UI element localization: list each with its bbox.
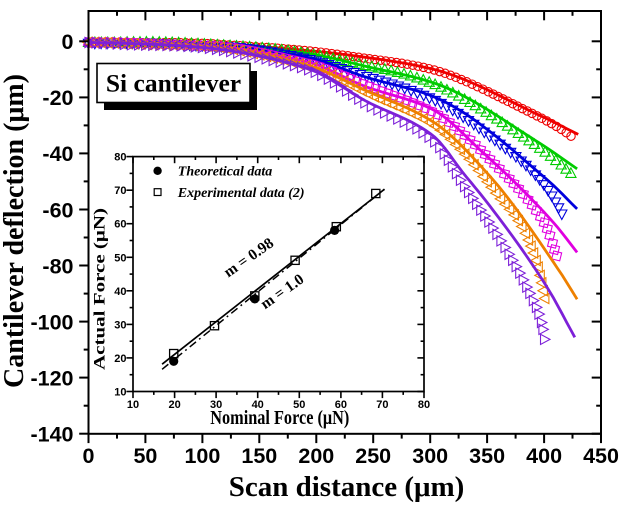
- svg-text:-40: -40: [42, 142, 73, 166]
- svg-text:80: 80: [114, 152, 126, 164]
- svg-text:300: 300: [412, 444, 448, 468]
- svg-text:50: 50: [293, 399, 305, 411]
- svg-text:350: 350: [469, 444, 505, 468]
- svg-text:80: 80: [418, 399, 430, 411]
- svg-text:20: 20: [114, 353, 126, 365]
- svg-text:200: 200: [298, 444, 334, 468]
- svg-text:40: 40: [252, 399, 264, 411]
- svg-text:-20: -20: [42, 86, 73, 110]
- svg-text:70: 70: [114, 185, 126, 197]
- svg-text:Cantilever deflection (μm): Cantilever deflection (μm): [0, 74, 30, 388]
- svg-text:450: 450: [583, 444, 619, 468]
- svg-text:0: 0: [62, 30, 74, 54]
- svg-text:50: 50: [114, 252, 126, 264]
- svg-text:40: 40: [114, 286, 126, 298]
- svg-text:Experimental data (2): Experimental data (2): [177, 186, 305, 201]
- svg-text:-100: -100: [30, 310, 73, 334]
- svg-text:10: 10: [127, 399, 139, 411]
- svg-text:-140: -140: [30, 423, 73, 447]
- svg-text:Actual Force (μN): Actual Force (μN): [92, 208, 109, 370]
- svg-text:60: 60: [114, 219, 126, 231]
- svg-text:250: 250: [355, 444, 391, 468]
- svg-text:30: 30: [210, 399, 222, 411]
- svg-text:10: 10: [114, 387, 126, 399]
- svg-text:30: 30: [114, 319, 126, 331]
- svg-text:70: 70: [376, 399, 388, 411]
- svg-text:50: 50: [133, 444, 157, 468]
- svg-text:Si cantilever: Si cantilever: [106, 69, 241, 98]
- svg-text:Scan distance (μm): Scan distance (μm): [229, 471, 465, 503]
- svg-text:150: 150: [241, 444, 277, 468]
- svg-text:400: 400: [526, 444, 562, 468]
- svg-text:-120: -120: [30, 366, 73, 390]
- svg-text:100: 100: [184, 444, 220, 468]
- svg-text:20: 20: [168, 399, 180, 411]
- svg-text:-60: -60: [42, 198, 73, 222]
- svg-text:0: 0: [83, 444, 95, 468]
- svg-text:-80: -80: [42, 254, 73, 278]
- svg-text:Theoretical data: Theoretical data: [178, 165, 272, 180]
- svg-text:Nominal Force (μN): Nominal Force (μN): [210, 407, 349, 429]
- svg-text:60: 60: [335, 399, 347, 411]
